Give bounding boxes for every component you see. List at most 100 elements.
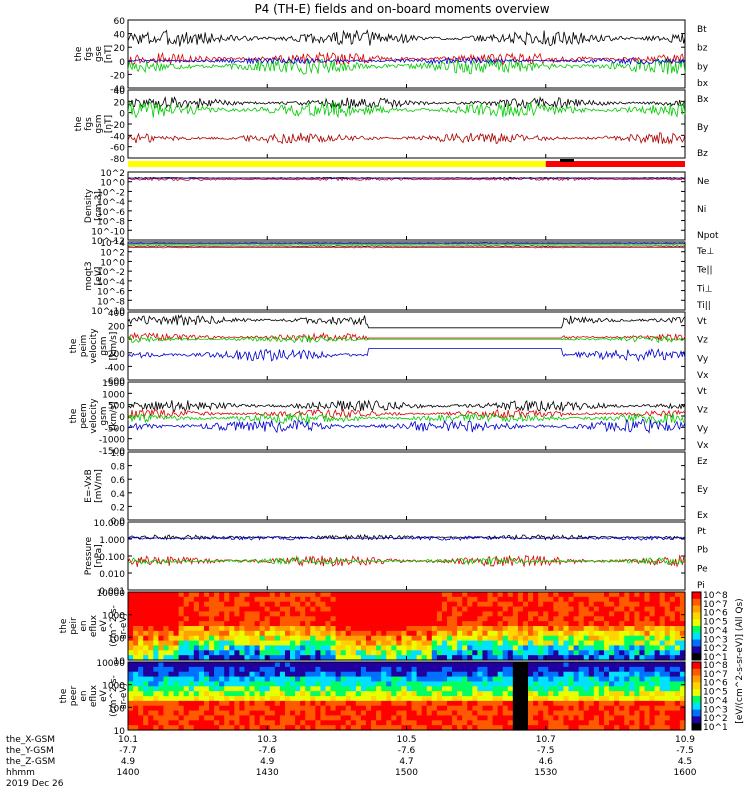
spectrogram-cell — [173, 630, 180, 637]
spectrogram-cell — [290, 715, 296, 721]
spectrogram-cell — [674, 621, 681, 627]
spectrogram-cell — [148, 650, 154, 656]
spectrogram-cell — [517, 705, 524, 712]
spectrogram-cell — [234, 705, 240, 712]
spectrogram-cell — [229, 671, 235, 678]
spectrogram-cell — [528, 720, 534, 726]
y-tick-label: 10^-10 — [91, 227, 125, 237]
series-line-by — [127, 101, 686, 119]
spectrogram-cell — [644, 671, 651, 678]
spectrogram-cell — [558, 700, 565, 707]
spectrogram-cell — [462, 655, 468, 661]
spectrogram-cell — [325, 630, 332, 637]
spectrogram-cell — [365, 691, 372, 697]
spectrogram-cell — [441, 700, 448, 707]
spectrogram-cell — [664, 681, 671, 687]
spectrogram-cell — [158, 640, 165, 647]
spectrogram-cell — [396, 655, 403, 661]
spectrogram-cell — [138, 725, 144, 731]
spectrogram-cell — [396, 710, 403, 717]
spectrogram-cell — [173, 635, 180, 642]
spectrogram-cell — [578, 681, 585, 687]
spectrogram-cell — [543, 705, 549, 712]
spectrogram-cell — [209, 626, 215, 632]
spectrogram-cell — [659, 606, 666, 613]
spectrogram-cell — [528, 650, 534, 656]
spectrogram-cell — [644, 655, 651, 661]
spectrogram-cell — [421, 630, 428, 637]
spectrogram-cell — [193, 621, 200, 627]
spectrogram-cell — [421, 626, 428, 632]
spectrogram-cell — [340, 592, 347, 598]
spectrogram-cell — [300, 676, 306, 683]
spectrogram-cell — [295, 662, 301, 668]
spectrogram-cell — [477, 710, 484, 717]
spectrogram-cell — [624, 596, 630, 603]
spectrogram-cell — [148, 666, 154, 673]
spectrogram-cell — [128, 691, 134, 697]
spectrogram-cell — [588, 700, 595, 707]
spectrogram-cell — [229, 635, 235, 642]
spectrogram-cell — [274, 596, 281, 603]
spectrogram-cell — [644, 686, 651, 692]
spectrogram-cell — [391, 662, 397, 668]
spectrogram-cell — [543, 601, 549, 608]
spectrogram-cell — [467, 616, 473, 622]
y-axis-label: fgs — [84, 47, 94, 61]
spectrogram-cell — [365, 592, 372, 598]
spectrogram-cell — [583, 650, 590, 656]
spectrogram-cell — [634, 601, 641, 608]
spectrogram-cell — [148, 662, 154, 668]
spectrogram-cell — [629, 611, 635, 617]
spectrogram-cell — [649, 635, 656, 642]
spectrogram-cell — [517, 681, 524, 687]
spectrogram-cell — [502, 676, 509, 683]
y-axis-label: E=-VxB — [84, 469, 94, 503]
spectrogram-cell — [188, 621, 195, 627]
spectrogram-cell — [239, 671, 246, 678]
spectrogram-cell — [522, 592, 529, 598]
spectrogram-cell — [340, 630, 347, 637]
spectrogram-cell — [649, 700, 656, 707]
spectrogram-cell — [290, 645, 296, 651]
spectrogram-cell — [614, 596, 620, 603]
spectrogram-cell — [401, 645, 408, 651]
spectrogram-cell — [279, 606, 286, 613]
spectrogram-cell — [300, 691, 306, 697]
spectrogram-cell — [588, 592, 595, 598]
spectrogram-cell — [674, 686, 681, 692]
y-axis-label: [nT] — [104, 45, 114, 63]
spectrogram-cell — [411, 655, 418, 661]
spectrogram-cell — [229, 626, 235, 632]
spectrogram-cell — [259, 720, 266, 726]
spectrogram-cell — [143, 601, 149, 608]
spectrogram-cell — [558, 671, 565, 678]
spectrogram-cell — [639, 616, 646, 622]
spectrogram-cell — [371, 606, 377, 613]
spectrogram-cell — [467, 645, 473, 651]
spectrogram-cell — [548, 601, 554, 608]
spectrogram-cell — [457, 710, 463, 717]
spectrogram-cell — [477, 645, 484, 651]
spectrogram-cell — [603, 700, 610, 707]
spectrogram-cell — [462, 611, 468, 617]
spectrogram-cell — [305, 676, 311, 683]
spectrogram-cell — [573, 630, 580, 637]
y-axis-label: (cm^2-s- — [109, 605, 119, 647]
spectrogram-cell — [173, 596, 180, 603]
spectrogram-cell — [452, 681, 458, 687]
panel-frame — [127, 171, 686, 241]
spectrogram-cell — [365, 626, 372, 632]
spectrogram-cell — [259, 596, 266, 603]
spectrogram-cell — [477, 596, 484, 603]
spectrogram-cell — [426, 691, 433, 697]
spectrogram-cell — [209, 700, 215, 707]
spectrogram-cell — [214, 626, 220, 632]
y-tick-label: 20 — [114, 98, 126, 108]
spectrogram-cell — [148, 601, 154, 608]
spectrogram-cell — [158, 696, 165, 702]
spectrogram-cell — [401, 705, 408, 712]
spectrogram-cell — [381, 650, 387, 656]
spectrogram-cell — [543, 650, 549, 656]
spectrogram-cell — [629, 686, 635, 692]
